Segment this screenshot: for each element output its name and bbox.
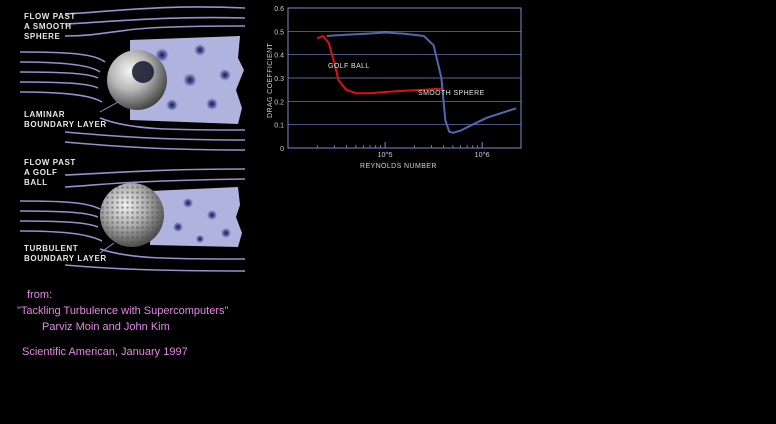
golf-streamlines: [19, 168, 246, 272]
turbulent-line-2: BOUNDARY LAYER: [24, 254, 107, 263]
x-axis-label: REYNOLDS NUMBER: [360, 163, 437, 170]
y-tick-label: 0.2: [274, 99, 284, 106]
golf-flow-line-3: BALL: [24, 178, 48, 187]
golf-ball-drag-line: [316, 35, 444, 95]
y-tick-label: 0.3: [274, 76, 284, 83]
y-tick-label: 0.6: [274, 6, 284, 13]
drag-coefficient-chart: 0.6 0.5 0.4 0.3 0.2 0.1 0 10^5 10^6 DRAG COEFFI…: [267, 6, 522, 170]
x-ticks: 10^5 10^6: [316, 142, 490, 159]
golf-wake-region: [150, 187, 242, 247]
smooth-sphere-flow-label: FLOW PAST A SMOOTH SPHERE: [24, 12, 76, 42]
y-tick-label: 0.4: [274, 53, 284, 60]
laminar-layer-label: LAMINAR BOUNDARY LAYER: [24, 110, 107, 130]
credit-source: Scientific American, January 1997: [22, 346, 188, 358]
series: [316, 31, 517, 134]
smooth-flow-line-1: FLOW PAST: [24, 12, 76, 21]
golf-flow-line-2: A GOLF: [24, 168, 58, 177]
turbulent-line-1: TURBULENT: [24, 244, 79, 253]
smooth-flow-line-3: SPHERE: [24, 32, 61, 41]
x-tick-label: 10^6: [475, 152, 490, 159]
golf-flow-line-1: FLOW PAST: [24, 158, 76, 167]
turbulent-layer-label: TURBULENT BOUNDARY LAYER: [24, 244, 107, 264]
y-ticks: 0.6 0.5 0.4 0.3 0.2 0.1 0: [274, 6, 284, 153]
smooth-sphere-drag-line: [326, 31, 517, 134]
laminar-line-2: BOUNDARY LAYER: [24, 120, 107, 129]
series-label-golf: GOLF BALL: [328, 63, 370, 70]
golf-flow-label: FLOW PAST A GOLF BALL: [24, 158, 76, 188]
y-tick-label: 0.1: [274, 123, 284, 130]
grid: [288, 30, 521, 126]
golf-ball-diagram: [19, 168, 246, 272]
credit-title: "Tackling Turbulence with Supercomputers…: [17, 305, 229, 317]
x-tick-label: 10^5: [378, 152, 393, 159]
credit-from: from:: [27, 289, 53, 301]
credit-authors: Parviz Moin and John Kim: [42, 321, 170, 333]
streamlines: [19, 6, 246, 151]
y-tick-label: 0: [280, 146, 284, 153]
smooth-flow-line-2: A SMOOTH: [24, 22, 72, 31]
y-tick-label: 0.5: [274, 29, 284, 36]
smooth-sphere-diagram: [19, 6, 246, 151]
series-label-smooth: SMOOTH SPHERE: [418, 90, 485, 97]
laminar-line-1: LAMINAR: [24, 110, 66, 119]
y-axis-label: DRAG COEFFICIENT: [267, 42, 274, 118]
